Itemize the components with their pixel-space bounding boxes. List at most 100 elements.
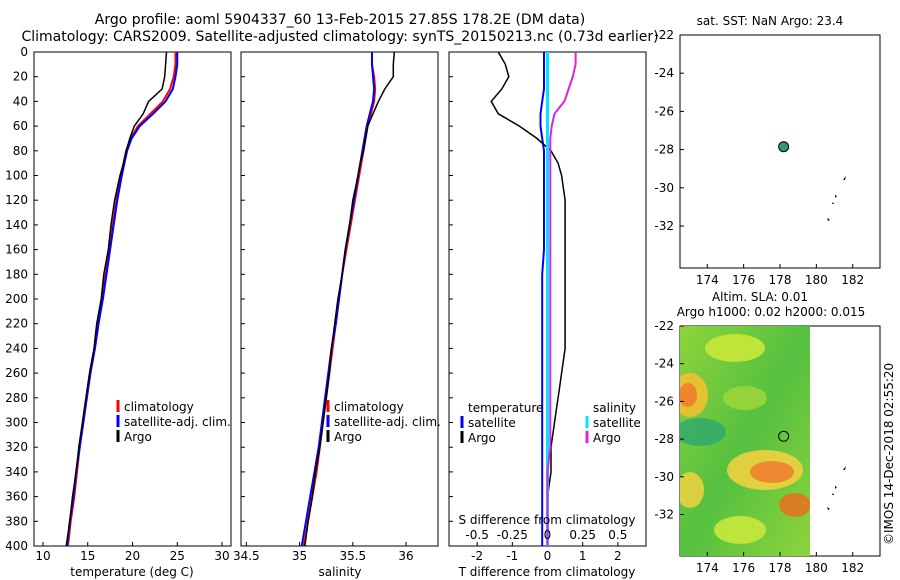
temperature-argo-line	[65, 52, 168, 546]
x-tick-label: 1	[579, 549, 587, 563]
map-top-islands	[827, 176, 846, 221]
map-bottom-axes: -22 -24 -26 -28 -30 -32 174 176 178 180 182	[654, 319, 864, 575]
x-tick-label: 36	[398, 549, 413, 563]
figure-title-line1: Argo profile: aoml 5904337_60 13-Feb-201…	[94, 12, 586, 28]
legend-sal-satellite-label: satellite	[593, 416, 641, 430]
x-tick-label: 15	[80, 549, 95, 563]
difference-xlabel: T difference from climatology	[458, 565, 636, 579]
legend-salinity-title: salinity	[593, 401, 636, 415]
depth-tick-label: 20	[13, 70, 28, 84]
temperature-climatology-line	[67, 52, 177, 546]
map-lon-label: 174	[696, 561, 719, 575]
depth-tick-label: 0	[20, 45, 28, 59]
x-tick-label: 35	[292, 549, 307, 563]
temperature-x-axis: 10 15 20 25 30	[35, 542, 230, 563]
legend-temp-argo-label: Argo	[468, 431, 496, 445]
temperature-lines	[65, 52, 179, 546]
s-difference-label: S difference from climatology	[459, 513, 636, 527]
x-tick-label: 35.5	[339, 549, 366, 563]
temperature-xlabel: temperature (deg C)	[70, 565, 193, 579]
difference-temp-argo-line	[490, 52, 566, 546]
map-bottom-islands	[827, 466, 846, 510]
depth-tick-label: 160	[5, 243, 28, 257]
map-lon-label: 176	[732, 561, 755, 575]
x-tick-label: 34.5	[233, 549, 260, 563]
map-lat-label: -28	[654, 143, 674, 157]
depth-tick-label: 240	[5, 341, 28, 355]
map-lat-label: -30	[654, 470, 674, 484]
s-tick-label: 0.5	[608, 528, 627, 542]
temperature-legend: climatology satellite-adj. clim. Argo	[116, 400, 231, 444]
s-difference-axis: -0.5 -0.25 0 0.25 0.5	[465, 528, 627, 542]
legend-satellite-label: satellite-adj. clim.	[334, 415, 441, 429]
difference-legend: temperature satellite Argo salinity sate…	[460, 401, 641, 445]
difference-temp-satellite-line	[539, 52, 545, 546]
map-lat-label: -32	[654, 219, 674, 233]
x-tick-label: 30	[214, 549, 229, 563]
s-tick-label: -0.25	[497, 528, 528, 542]
map-bottom-title2: Argo h1000: 0.02 h2000: 0.015	[677, 305, 866, 319]
depth-tick-label: 260	[5, 366, 28, 380]
argo-position-marker	[778, 141, 790, 153]
s-tick-label: -0.5	[465, 528, 488, 542]
legend-climatology-label: climatology	[124, 400, 194, 414]
map-top-frame	[679, 34, 881, 269]
legend-temp-satellite-label: satellite	[468, 416, 516, 430]
salinity-legend: climatology satellite-adj. clim. Argo	[326, 400, 441, 444]
salinity-lines	[300, 52, 396, 546]
salinity-argo-line	[304, 52, 396, 546]
x-tick-label: 20	[125, 549, 140, 563]
depth-tick-label: 380	[5, 514, 28, 528]
depth-tick-label: 360	[5, 490, 28, 504]
map-lat-label: -28	[654, 432, 674, 446]
sla-field	[680, 326, 810, 556]
x-tick-label: 0	[544, 549, 552, 563]
watermark: ©IMOS 14-Dec-2018 02:55:20	[882, 363, 896, 545]
temperature-satellite-line	[66, 52, 179, 546]
x-tick-label: 10	[35, 549, 50, 563]
map-lon-label: 178	[769, 273, 792, 287]
legend-sal-argo-label: Argo	[593, 431, 621, 445]
depth-tick-label: 80	[13, 144, 28, 158]
difference-lines	[490, 52, 577, 546]
figure-title-line2: Climatology: CARS2009. Satellite-adjuste…	[21, 29, 659, 45]
map-bottom-title1: Altim. SLA: 0.01	[712, 290, 808, 304]
x-tick-label: -1	[506, 549, 518, 563]
map-lon-label: 182	[841, 273, 864, 287]
depth-tick-label: 280	[5, 391, 28, 405]
map-lat-label: -24	[654, 66, 674, 80]
x-tick-label: 2	[614, 549, 622, 563]
x-tick-label: -2	[471, 549, 483, 563]
legend-argo-label: Argo	[334, 430, 362, 444]
map-lon-label: 182	[841, 561, 864, 575]
depth-tick-label: 400	[5, 539, 28, 553]
legend-argo-label: Argo	[124, 430, 152, 444]
map-lon-label: 180	[805, 273, 828, 287]
depth-axis: 0 20 40 60 80 100 120 140 160 180 200 220 240 260 280 3…	[5, 45, 453, 553]
depth-tick-label: 100	[5, 169, 28, 183]
map-top-axes: -22 -24 -26 -28 -30 -32 174 176 178 180 182	[654, 28, 864, 287]
map-lat-label: -24	[654, 357, 674, 371]
difference-sal-argo-line	[546, 52, 577, 546]
map-lat-label: -26	[654, 394, 674, 408]
map-lat-label: -32	[654, 508, 674, 522]
depth-tick-label: 120	[5, 193, 28, 207]
depth-tick-label: 200	[5, 292, 28, 306]
legend-temperature-title: temperature	[468, 401, 543, 415]
s-tick-label: 0.25	[569, 528, 596, 542]
depth-tick-label: 180	[5, 267, 28, 281]
map-lat-label: -30	[654, 181, 674, 195]
legend-satellite-label: satellite-adj. clim.	[124, 415, 231, 429]
depth-tick-label: 340	[5, 465, 28, 479]
map-lat-label: -26	[654, 104, 674, 118]
argo-position-marker	[778, 430, 790, 442]
depth-tick-label: 220	[5, 317, 28, 331]
map-lat-label: -22	[654, 319, 674, 333]
depth-tick-label: 140	[5, 218, 28, 232]
temperature-panel-frame	[33, 51, 232, 547]
depth-tick-label: 60	[13, 119, 28, 133]
map-lat-label: -22	[654, 28, 674, 42]
depth-tick-label: 300	[5, 416, 28, 430]
map-lon-label: 176	[732, 273, 755, 287]
